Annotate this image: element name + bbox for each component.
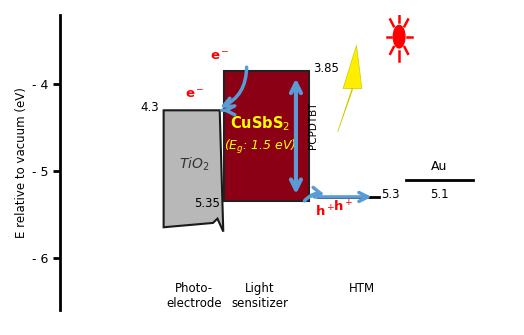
- Text: Au: Au: [431, 160, 447, 173]
- Text: 5.35: 5.35: [194, 197, 220, 210]
- Text: 4.3: 4.3: [140, 101, 159, 114]
- Text: Photo-
electrode: Photo- electrode: [166, 282, 222, 310]
- Bar: [224, 71, 309, 201]
- Text: CuSbS$_2$: CuSbS$_2$: [230, 114, 290, 133]
- Text: e$^-$: e$^-$: [185, 88, 205, 101]
- Text: 5.1: 5.1: [430, 188, 449, 201]
- Text: h$^+$: h$^+$: [315, 204, 335, 219]
- Text: Light
sensitizer: Light sensitizer: [232, 282, 289, 310]
- Y-axis label: E relative to vacuum (eV): E relative to vacuum (eV): [15, 87, 28, 238]
- Polygon shape: [337, 45, 362, 132]
- Circle shape: [394, 25, 405, 48]
- Polygon shape: [163, 110, 223, 231]
- Text: h$^+$: h$^+$: [333, 200, 353, 215]
- Text: 3.85: 3.85: [313, 62, 339, 75]
- Text: TiO$_2$: TiO$_2$: [179, 156, 209, 173]
- Text: HTM: HTM: [349, 282, 375, 295]
- Text: e$^-$: e$^-$: [210, 50, 230, 63]
- Text: 5.3: 5.3: [381, 188, 400, 201]
- Text: ($E_g$: 1.5 eV): ($E_g$: 1.5 eV): [224, 138, 297, 156]
- Text: PCPDTBT: PCPDTBT: [308, 102, 318, 149]
